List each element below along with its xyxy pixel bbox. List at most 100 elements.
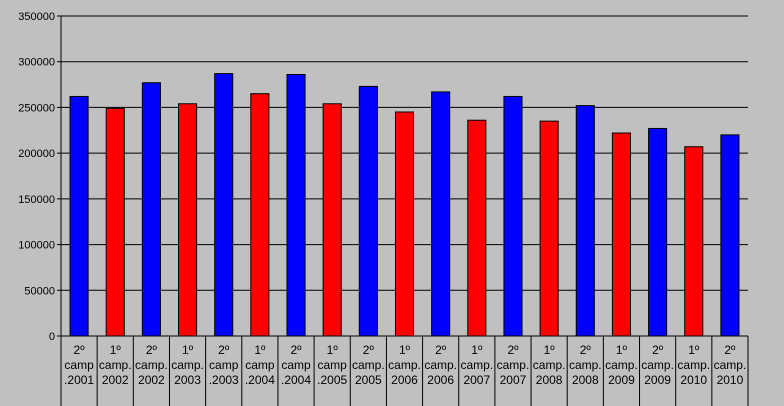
x-category-label: 1º camp. 2008: [533, 343, 566, 387]
x-category-label-line: 1º: [399, 343, 411, 357]
x-category-label-line: .2005: [317, 373, 347, 387]
x-category-label-line: camp: [318, 358, 348, 372]
x-category-label: 1º camp. 2002: [99, 343, 132, 387]
bar-layer: [69, 73, 740, 337]
x-category-label: 1º camp .2005: [317, 343, 347, 387]
x-category-label-line: 1º: [688, 343, 700, 357]
x-category-label-line: 2002: [102, 373, 129, 387]
bar: [467, 119, 487, 337]
bar: [539, 120, 559, 337]
bar: [648, 127, 668, 337]
y-tick-label: 200000: [18, 148, 55, 160]
x-category-label-line: camp: [64, 358, 94, 372]
x-category-label-line: 2º: [724, 343, 736, 357]
x-category-label-line: 2007: [500, 373, 527, 387]
x-category-label: 1º camp. 2009: [605, 343, 638, 387]
x-category-label-line: .2004: [245, 373, 275, 387]
x-category-label-line: camp: [209, 358, 239, 372]
x-category-label-line: camp.: [352, 358, 385, 372]
y-tick-label: 0: [49, 331, 55, 343]
x-category-label-line: 2º: [652, 343, 664, 357]
x-category-label-line: 2006: [391, 373, 418, 387]
x-category-label-line: 2º: [74, 343, 86, 357]
x-category-label-line: 2009: [644, 373, 671, 387]
x-category-label-line: camp.: [641, 358, 674, 372]
x-category-label: 2º camp .2003: [209, 343, 239, 387]
x-category-label-line: 2º: [146, 343, 158, 357]
x-category-label-line: camp.: [497, 358, 530, 372]
x-category-label-line: camp.: [171, 358, 204, 372]
x-category-label-line: 2º: [580, 343, 592, 357]
x-category-label-line: camp.: [388, 358, 421, 372]
x-category-label-line: 2010: [717, 373, 744, 387]
x-category-label: 2º camp .2001: [64, 343, 94, 387]
bar: [358, 85, 378, 337]
bar: [503, 95, 523, 337]
x-category-label-line: 2º: [507, 343, 519, 357]
x-category-label-line: 1º: [327, 343, 339, 357]
bar: [69, 95, 89, 337]
bar: [720, 134, 740, 337]
x-category-label-line: 2º: [290, 343, 302, 357]
x-category-label-line: 2002: [138, 373, 165, 387]
x-category-label: 1º camp. 2007: [460, 343, 493, 387]
bar: [684, 146, 704, 337]
x-category-label-line: camp.: [605, 358, 638, 372]
x-category-label-line: 1º: [254, 343, 266, 357]
x-category-label: 1º camp. 2010: [677, 343, 710, 387]
x-category-label-line: camp.: [533, 358, 566, 372]
x-category-label-line: 2003: [174, 373, 201, 387]
x-category-label-line: 1º: [110, 343, 122, 357]
x-category-label-line: camp.: [424, 358, 457, 372]
x-category-label-line: camp.: [460, 358, 493, 372]
y-tick-labels: 0 50000 100000 150000 200000 250000 300000 3500…: [18, 11, 55, 343]
x-category-label: 2º camp. 2002: [135, 343, 168, 387]
bar: [394, 111, 415, 337]
y-tick-label: 350000: [18, 11, 55, 23]
x-category-label-line: 2009: [608, 373, 635, 387]
x-category-label: 2º camp. 2009: [641, 343, 674, 387]
axis-layer: [57, 15, 749, 406]
x-category-label-line: 2007: [463, 373, 490, 387]
x-category-label: 2º camp. 2006: [424, 343, 457, 387]
x-category-label: 2º camp. 2007: [497, 343, 530, 387]
x-category-label-line: 2008: [572, 373, 599, 387]
x-category-label-line: 2010: [680, 373, 707, 387]
x-category-label-line: .2003: [209, 373, 239, 387]
bar: [431, 91, 451, 337]
x-category-label-line: 1º: [471, 343, 483, 357]
x-category-label-line: 1º: [182, 343, 194, 357]
x-category-label-line: 2008: [536, 373, 563, 387]
x-category-label: 2º camp .2004: [281, 343, 311, 387]
bar: [214, 73, 234, 337]
x-category-label-line: camp.: [135, 358, 168, 372]
bar: [575, 105, 595, 337]
x-category-label: 2º camp. 2005: [352, 343, 385, 387]
x-category-label-line: camp.: [677, 358, 710, 372]
x-category-label-line: 2005: [355, 373, 382, 387]
x-category-label-line: camp.: [714, 358, 747, 372]
bar: [250, 93, 270, 337]
x-category-label-line: camp: [245, 358, 275, 372]
x-category-label-line: camp.: [99, 358, 132, 372]
y-tick-label: 50000: [24, 285, 55, 297]
x-category-label-line: camp: [281, 358, 311, 372]
x-category-label-line: 1º: [616, 343, 628, 357]
bar: [611, 132, 631, 337]
x-category-label-line: .2001: [64, 373, 94, 387]
y-tick-label: 100000: [18, 240, 55, 252]
x-category-label-line: 2006: [427, 373, 454, 387]
bar: [178, 103, 198, 337]
x-category-label: 1º camp. 2003: [171, 343, 204, 387]
x-category-label: 2º camp. 2008: [569, 343, 602, 387]
bar: [105, 107, 125, 337]
bar: [141, 82, 161, 337]
x-category-label: 1º camp .2004: [245, 343, 275, 387]
x-category-label: 1º camp. 2006: [388, 343, 421, 387]
y-tick-label: 150000: [18, 194, 55, 206]
x-category-label-line: .2004: [281, 373, 311, 387]
bar: [286, 74, 306, 337]
